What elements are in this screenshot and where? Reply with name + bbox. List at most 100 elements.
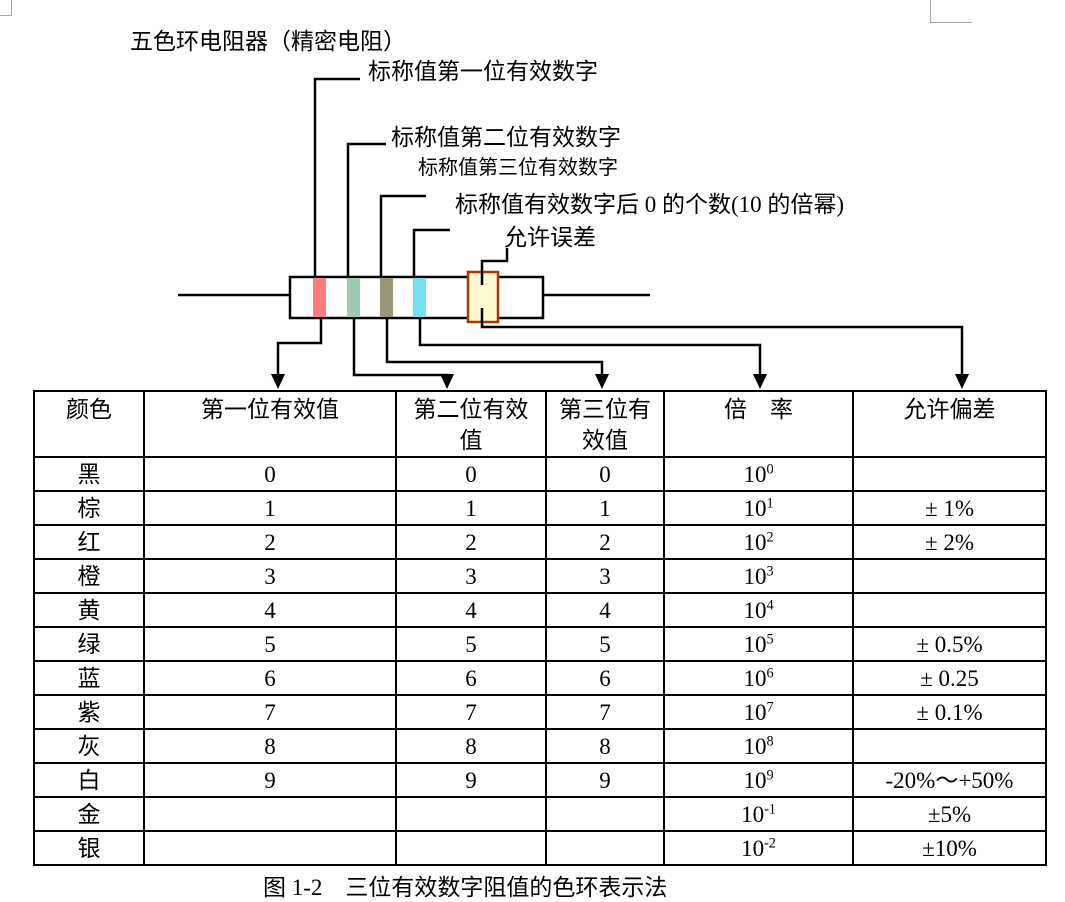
arrowhead-second — [440, 374, 454, 389]
band-yellow — [466, 270, 500, 324]
table-cell: 10-1 — [663, 796, 854, 832]
pointer-first-digit — [313, 77, 360, 276]
table-cell: 9 — [545, 762, 665, 798]
exponent: 2 — [766, 528, 774, 545]
exponent: 5 — [766, 630, 774, 647]
table-cell: 绿 — [33, 626, 145, 662]
table-cell: 1 — [143, 490, 397, 526]
table-cell: 6 — [143, 660, 397, 696]
arrowhead-multiplier — [753, 374, 767, 389]
table-cell: 4 — [545, 592, 665, 628]
table-cell: 8 — [143, 728, 397, 764]
table-cell: 2 — [143, 524, 397, 560]
table-row: 蓝 6 6 6 106 ± 0.25 — [33, 660, 1047, 696]
table-cell: 2 — [545, 524, 665, 560]
arrowhead-first — [271, 374, 285, 389]
table-cell: 4 — [395, 592, 547, 628]
table-cell: 9 — [395, 762, 547, 798]
resistor-body-group — [288, 270, 545, 324]
table-cell: ± 0.1% — [852, 694, 1047, 730]
table-cell: 0 — [395, 456, 547, 492]
arrowhead-tolerance — [955, 374, 969, 389]
column-header: 第三位有 效值 — [545, 390, 665, 458]
page-margin-mark-right — [930, 0, 972, 23]
table-row: 银 10-2 ±10% — [33, 830, 1047, 866]
table-row: 棕 1 1 1 101 ± 1% — [33, 490, 1047, 526]
table-cell — [852, 728, 1047, 764]
table-cell — [395, 796, 547, 832]
table-cell: 100 — [663, 456, 854, 492]
arrow-line-third — [385, 319, 604, 380]
exponent: 1 — [766, 494, 774, 511]
exponent: 4 — [766, 596, 774, 613]
table-cell: 8 — [395, 728, 547, 764]
band-red — [313, 278, 326, 317]
table-cell: 蓝 — [33, 660, 145, 696]
table-cell: 102 — [663, 524, 854, 560]
band-cyan — [413, 278, 426, 317]
table-cell: 棕 — [33, 490, 145, 526]
table-cell: 3 — [395, 558, 547, 594]
table-cell: 104 — [663, 592, 854, 628]
figure-caption: 图 1-2 三位有效数字阻值的色环表示法 — [263, 875, 668, 900]
table-cell: ±10% — [852, 830, 1047, 866]
table-cell: 红 — [33, 524, 145, 560]
table-cell: 5 — [545, 626, 665, 662]
table-row: 灰 8 8 8 108 — [33, 728, 1047, 764]
table-cell: 5 — [143, 626, 397, 662]
table-cell: 10-2 — [663, 830, 854, 866]
page-margin-mark-left — [0, 0, 12, 16]
table-cell: 108 — [663, 728, 854, 764]
color-code-table: 颜色 第一位有效值 第二位有效 值第三位有 效值倍 率允许偏差 黑 0 0 0 100 棕 1 1… — [33, 390, 1047, 866]
table-cell: 101 — [663, 490, 854, 526]
table-cell: ± 0.25 — [852, 660, 1047, 696]
table-cell: ± 2% — [852, 524, 1047, 560]
table-cell: 6 — [395, 660, 547, 696]
pointer-second-digit — [346, 142, 386, 276]
table-cell: 7 — [545, 694, 665, 730]
exponent: 9 — [766, 766, 774, 783]
table-row: 橙 3 3 3 103 — [33, 558, 1047, 594]
table-row: 白 9 9 9 109 -20%～+50% — [33, 762, 1047, 798]
table-cell: 105 — [663, 626, 854, 662]
header-row: 颜色 第一位有效值 第二位有效 值第三位有 效值倍 率允许偏差 — [33, 390, 1047, 458]
table-cell — [852, 456, 1047, 492]
table-cell: 2 — [395, 524, 547, 560]
exponent: 6 — [766, 664, 774, 681]
label-third-digit: 标称值第三位有效数字 — [418, 157, 618, 179]
figure-title: 五色环电阻器（精密电阻） — [130, 29, 406, 54]
label-first-digit: 标称值第一位有效数字 — [368, 59, 598, 84]
table-cell — [852, 592, 1047, 628]
arrowhead-third — [595, 374, 609, 389]
arrow-line-first — [276, 319, 323, 380]
pointer-tolerance — [480, 248, 509, 285]
exponent: 0 — [766, 460, 774, 477]
table-cell — [852, 558, 1047, 594]
table-cell: 1 — [545, 490, 665, 526]
table-row: 红 2 2 2 102 ± 2% — [33, 524, 1047, 560]
exponent: 3 — [766, 562, 774, 579]
table-cell: 7 — [143, 694, 397, 730]
label-multiplier: 标称值有效数字后 0 的个数(10 的倍幂) — [455, 192, 845, 217]
arrow-line-second — [352, 319, 449, 380]
table-cell — [395, 830, 547, 866]
table-row: 金 10-1 ±5% — [33, 796, 1047, 832]
column-header: 允许偏差 — [852, 390, 1047, 458]
table-cell: 7 — [395, 694, 547, 730]
table-cell: 3 — [545, 558, 665, 594]
table-row: 黄 4 4 4 104 — [33, 592, 1047, 628]
column-header: 倍 率 — [663, 390, 854, 458]
table-cell: 6 — [545, 660, 665, 696]
table-cell: ±5% — [852, 796, 1047, 832]
table-cell: 8 — [545, 728, 665, 764]
table-cell — [143, 830, 397, 866]
table-cell: 1 — [395, 490, 547, 526]
column-header: 第一位有效值 — [143, 390, 397, 458]
table-cell: 107 — [663, 694, 854, 730]
column-header: 颜色 — [33, 390, 145, 458]
resistor-body — [288, 275, 545, 320]
table-cell: 橙 — [33, 558, 145, 594]
table-cell: ± 1% — [852, 490, 1047, 526]
table-row: 紫 7 7 7 107 ± 0.1% — [33, 694, 1047, 730]
